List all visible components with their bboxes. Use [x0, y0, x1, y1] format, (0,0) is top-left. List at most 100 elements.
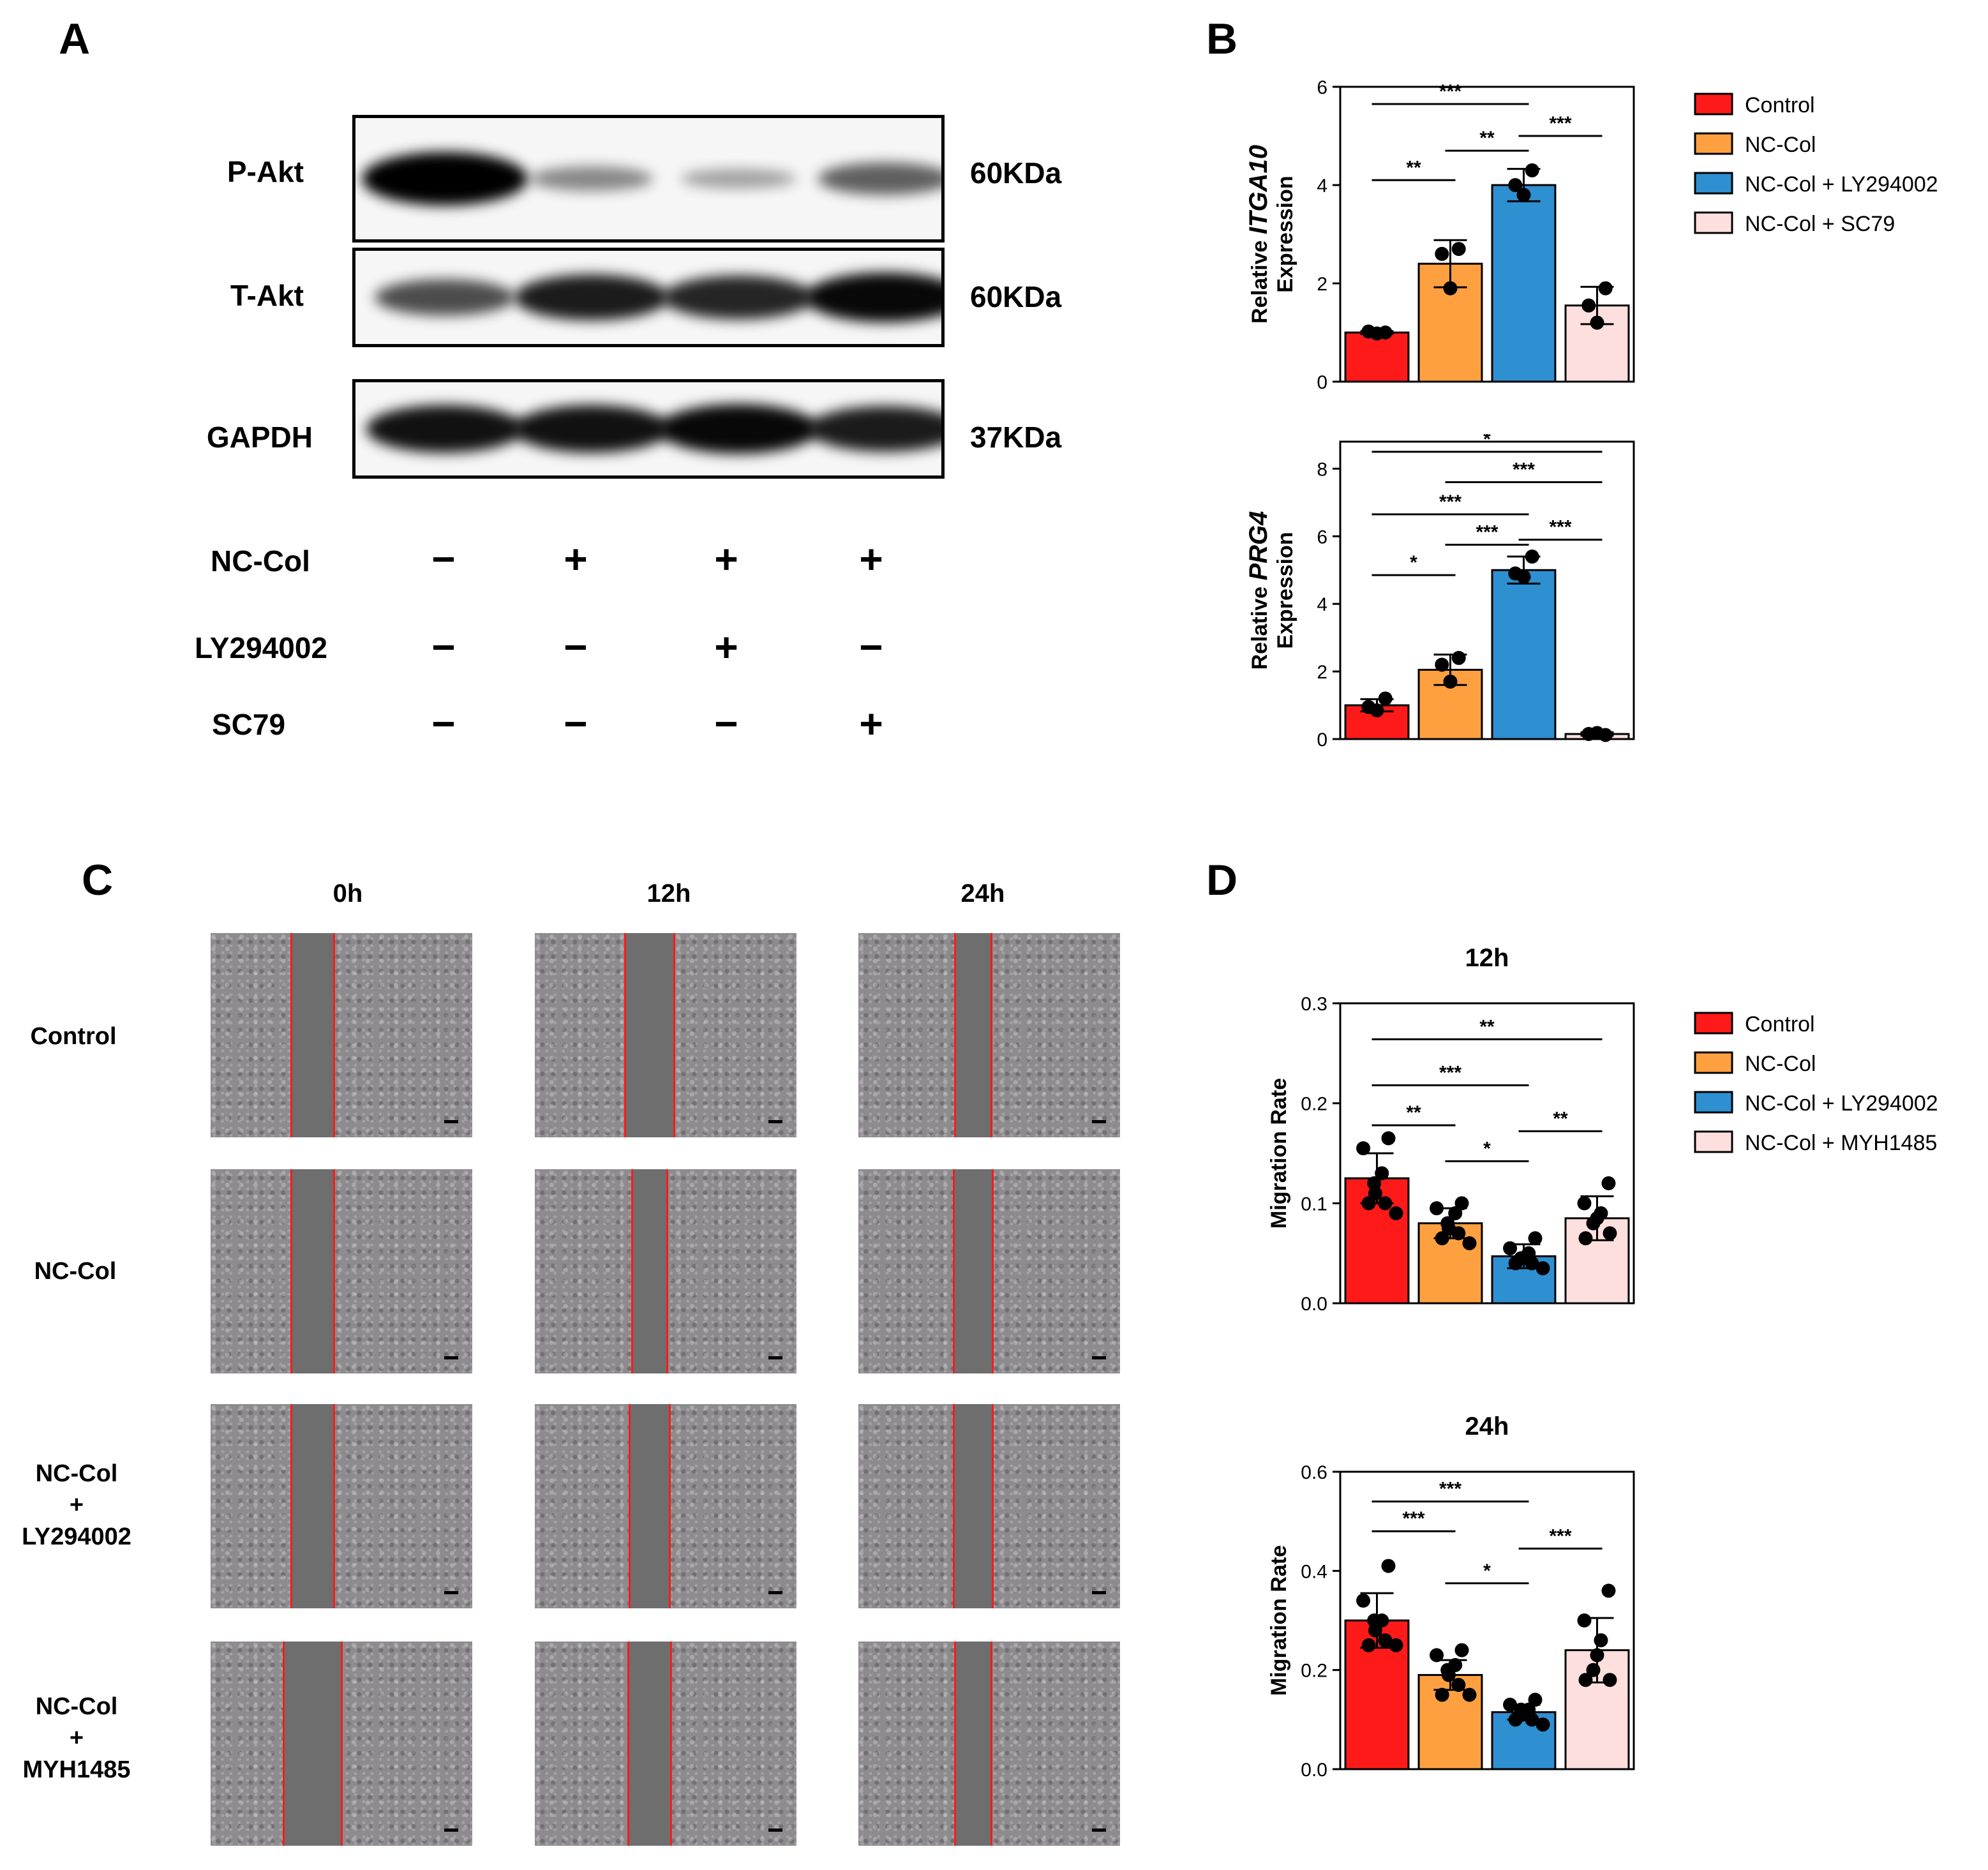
legend-label: NC-Col + LY294002 [1745, 172, 1938, 197]
data-point [1451, 650, 1466, 665]
condition-sign: − [859, 624, 883, 670]
data-point [1462, 1236, 1477, 1250]
data-point [1389, 1638, 1403, 1652]
data-point [1435, 246, 1449, 261]
blot-label-gapdh: GAPDH [206, 421, 313, 454]
data-point [1443, 674, 1458, 689]
y-tick-label: 4 [1317, 176, 1327, 197]
chart-title: 12h [1465, 944, 1509, 972]
legend-swatch [1694, 172, 1733, 195]
scratch-gap-outline [624, 933, 675, 1137]
blot-membrane-gapdh [352, 379, 962, 479]
data-point [1448, 1206, 1463, 1220]
data-point [1375, 1166, 1389, 1181]
data-point [1430, 1201, 1444, 1216]
data-point [1590, 1648, 1604, 1663]
kda-gapdh: 37KDa [970, 421, 1062, 454]
blot-membrane-t-akt [352, 248, 966, 347]
data-point [1381, 1131, 1396, 1146]
scale-bar [444, 1829, 458, 1832]
legend-swatch [1694, 211, 1733, 234]
significance-label: * [1483, 434, 1491, 450]
data-point [1454, 1643, 1469, 1657]
data-point [1577, 1613, 1592, 1627]
y-tick-label: 0.3 [1301, 994, 1327, 1015]
micrograph [858, 1169, 1120, 1373]
row-label-nc-col-ly294002: NC-Col + LY294002 [22, 1460, 131, 1550]
condition-sign: + [714, 536, 738, 582]
data-point [1378, 691, 1393, 706]
data-point [1601, 1176, 1616, 1190]
micrograph [535, 933, 796, 1137]
condition-sign: + [564, 536, 588, 582]
legend-panel-d: Control NC-Col NC-Col + LY294002 NC-Col + M… [1694, 1012, 1938, 1155]
data-point [1435, 1687, 1449, 1702]
data-point [1603, 1226, 1617, 1241]
y-tick-label: 0.0 [1301, 1760, 1327, 1781]
data-point [1462, 1687, 1477, 1702]
significance-label: *** [1439, 491, 1461, 512]
kda-t-akt: 60KDa [970, 280, 1062, 313]
micrograph [858, 933, 1120, 1137]
data-point [1356, 1141, 1371, 1156]
data-point [1577, 1196, 1592, 1211]
blot-band-2 [512, 405, 671, 453]
significance-label: *** [1439, 1479, 1461, 1500]
blot-band-1 [366, 405, 524, 453]
blot-band-2 [530, 166, 654, 191]
timepoint-24h: 24h [960, 879, 1005, 908]
legend-swatch [1694, 93, 1733, 116]
blot-band-1 [362, 152, 528, 206]
y-tick-label: 0.2 [1301, 1094, 1327, 1115]
data-point [1525, 163, 1539, 177]
panel-letter-a: A [59, 15, 91, 63]
condition-sign: − [431, 536, 456, 582]
condition-sign: + [859, 536, 883, 582]
y-tick-label: 0.4 [1301, 1561, 1327, 1582]
panel-letter-d: D [1206, 856, 1238, 904]
data-point [1381, 1559, 1396, 1573]
blot-band-3 [662, 275, 814, 320]
data-point [1361, 324, 1376, 339]
scale-bar [768, 1829, 782, 1832]
data-point [1603, 1673, 1617, 1687]
data-point [1508, 1712, 1523, 1727]
y-tick-label: 0.2 [1301, 1661, 1327, 1682]
y-tick-label: 2 [1317, 274, 1327, 295]
condition-sign: + [714, 624, 738, 670]
significance-label: ** [1406, 157, 1421, 178]
blot-label-t-akt: T-Akt [230, 279, 304, 312]
scale-bar [768, 1591, 782, 1594]
scale-bar [1092, 1356, 1106, 1359]
micrograph [211, 1642, 472, 1846]
data-point [1361, 699, 1376, 714]
significance-label: *** [1476, 522, 1498, 543]
condition-label-sc79: SC79 [212, 708, 286, 741]
scratch-gap-outline [953, 1404, 994, 1608]
y-tick-label: 6 [1317, 77, 1327, 98]
data-point [1586, 1663, 1601, 1677]
y-tick-label: 8 [1317, 459, 1327, 480]
plot-frame [1339, 1470, 1635, 1770]
micrograph [858, 1404, 1120, 1608]
condition-sign: + [859, 701, 883, 747]
significance-label: *** [1402, 1508, 1424, 1529]
data-point [1454, 1196, 1469, 1211]
legend-label: NC-Col + SC79 [1745, 212, 1895, 236]
data-point [1581, 298, 1596, 313]
data-point [1525, 550, 1539, 564]
y-tick-label: 0 [1317, 729, 1327, 751]
blot-band-4 [805, 273, 966, 322]
data-point [1601, 1583, 1616, 1598]
blot-band-2 [514, 274, 669, 320]
data-point [1508, 178, 1523, 192]
micrograph [858, 1642, 1120, 1846]
scale-bar [444, 1591, 458, 1594]
y-tick-label: 2 [1317, 662, 1327, 683]
data-point [1451, 1226, 1466, 1241]
significance-label: *** [1439, 81, 1461, 102]
data-point [1536, 1717, 1550, 1732]
data-point [1578, 1673, 1593, 1687]
